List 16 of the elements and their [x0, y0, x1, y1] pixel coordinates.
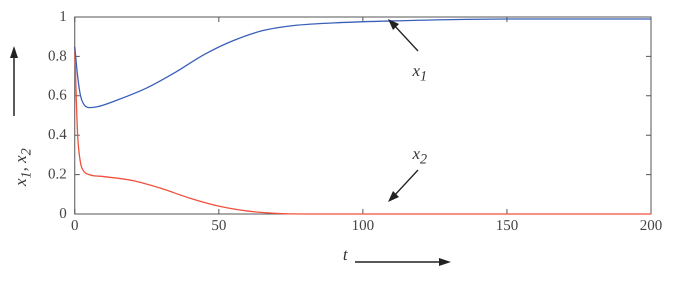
x-tick-label: 50 — [211, 218, 226, 234]
annotation: x$_{1}$ — [412, 61, 428, 87]
annotation: x$_{2}$ — [412, 144, 428, 170]
line-series — [74, 18, 652, 108]
x-tick-label: 0 — [71, 218, 78, 234]
y-tick-label: 0.8 — [48, 48, 67, 64]
y-tick-label: 0 — [59, 206, 67, 222]
x-axis-title: t — [342, 245, 348, 264]
x-tick-label: 200 — [640, 218, 662, 234]
x-tick-label: 100 — [352, 218, 374, 234]
y-tick-label: 1 — [59, 8, 67, 25]
line-series — [74, 46, 652, 215]
y-tick-label: 0.6 — [48, 88, 68, 104]
y-tick-label: 0.2 — [48, 166, 67, 183]
x-tick-label: 150 — [496, 218, 518, 234]
y-tick-label: 0.4 — [48, 127, 68, 144]
